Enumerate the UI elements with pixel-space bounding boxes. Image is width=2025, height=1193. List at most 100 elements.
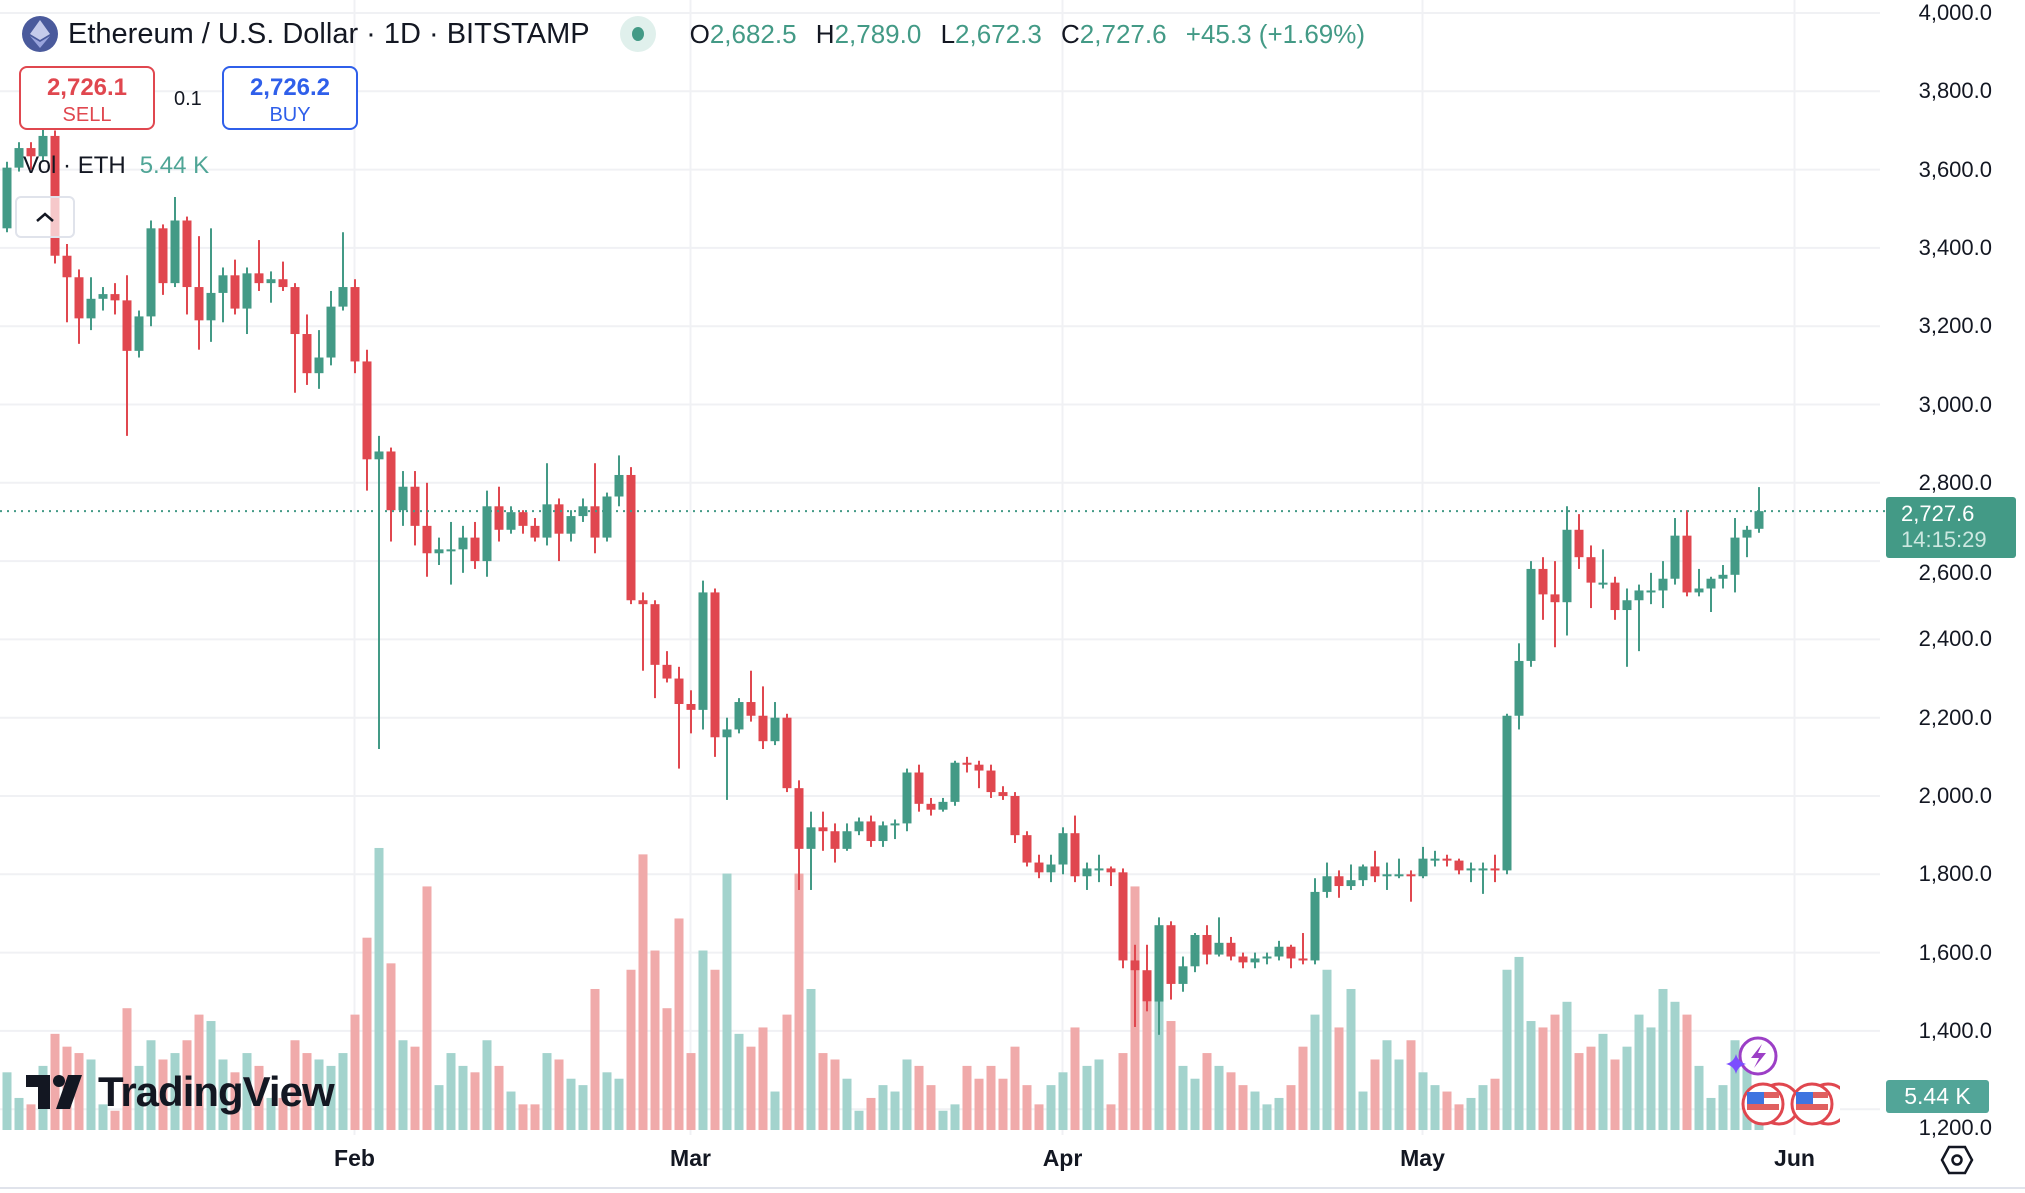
volume-bar [926,1085,936,1130]
sell-button[interactable]: 2,726.1 SELL [19,66,155,130]
buy-button[interactable]: 2,726.2 BUY [222,66,358,130]
candle-body [758,715,768,742]
volume-bar [938,1110,948,1130]
volume-bar [422,886,432,1130]
volume-bar [170,1053,180,1130]
price-tick-label: 3,400.0 [1918,234,1992,260]
price-tick-label: 1,400.0 [1918,1017,1992,1043]
volume-bar [1334,1027,1344,1130]
volume-bar [1058,1072,1068,1130]
volume-bar [854,1110,864,1130]
current-price-tag: 2,727.6 14:15:29 [1886,497,2016,558]
volume-bar [1298,1046,1308,1130]
time-tick-label: Mar [670,1145,711,1171]
time-tick-label: May [1400,1145,1445,1171]
candle-body [734,702,744,730]
candle-body [386,451,396,511]
candle-body [266,279,276,284]
volume-bar [962,1065,972,1130]
candle-body [1694,588,1704,593]
market-open-status-icon[interactable] [619,16,656,52]
candle-body [1178,966,1188,984]
volume-bar [86,1059,96,1130]
grid [0,0,1880,1135]
open-label: O [689,18,710,49]
chart-events[interactable] [1720,1030,1850,1135]
candle-body [1490,868,1500,871]
volume-bar [1358,1091,1368,1130]
volume-bar [110,1110,120,1130]
volume-bar [506,1091,516,1130]
volume-bar [1490,1078,1500,1130]
candle-body [470,537,480,562]
volume-bar [1550,1014,1560,1130]
volume-bar [794,873,804,1130]
candle-body [1406,874,1416,877]
candle-body [1478,868,1488,871]
tradingview-logo[interactable]: TradingView [26,1068,335,1116]
candle-body [662,664,672,679]
candle-body [1214,942,1224,955]
candle-body [1022,835,1032,863]
candle-body [914,772,924,804]
volume-bar [26,1104,36,1130]
candle-body [1442,858,1452,861]
candles [2,114,1764,1035]
candle-body [590,506,600,538]
volume-bar [1622,1046,1632,1130]
candle-body [1238,956,1248,963]
volume-bar [218,1059,228,1130]
volume-bar [1286,1085,1296,1130]
volume-bar [1526,1021,1536,1130]
price-tick-label: 1,800.0 [1918,861,1992,887]
candle-body [554,504,564,534]
candle-body [1346,880,1356,887]
candle-body [1706,578,1716,589]
candle-body [1430,858,1440,861]
candle-body [1262,956,1272,959]
volume-bar [650,950,660,1130]
price-tick-label: 2,600.0 [1918,560,1992,585]
volume-bar [1310,1014,1320,1130]
low-value: 2,672.3 [955,18,1042,49]
volume-bar [1034,1104,1044,1130]
low-label: L [940,18,956,49]
candle-body [1202,934,1212,955]
candle-body [1514,660,1524,716]
symbol-title[interactable]: Ethereum / U.S. Dollar · 1D · BITSTAMP [68,17,590,50]
volume-bar [338,1053,348,1130]
volume-bar [842,1078,852,1130]
volume-bar [1406,1040,1416,1130]
change-value: +45.3 (+1.69%) [1185,18,1366,49]
volume-bar [1418,1072,1428,1130]
candle-body [1718,574,1728,579]
volume-bar [998,1078,1008,1130]
volume-bar [818,1053,828,1130]
order-quantity[interactable]: 0.1 [174,88,202,110]
volume-bar [1718,1085,1728,1130]
lightning-event-icon[interactable] [1726,1036,1778,1076]
us-flag-event-icon[interactable] [1790,1082,1850,1126]
candle-body [1670,535,1680,579]
chart-settings-button[interactable] [1940,1144,1974,1181]
volume-bar [770,1091,780,1130]
us-flag-event-icon[interactable] [1741,1082,1801,1126]
volume-bar [1142,1001,1152,1130]
volume-bar [158,1059,168,1130]
candle-body [998,792,1008,796]
price-tick-label: 3,000.0 [1918,391,1992,417]
volume-bar [614,1078,624,1130]
candle-body [818,827,828,832]
candle-body [1634,590,1644,601]
sell-label: SELL [62,104,112,126]
candle-body [1370,866,1380,877]
candle-body [206,292,216,321]
volume-bar [1010,1046,1020,1130]
price-tick-label: 1,600.0 [1918,939,1992,965]
candle-body [74,277,84,319]
bar-countdown: 14:15:29 [1901,527,1987,552]
collapse-legend-button[interactable] [15,196,75,238]
candle-body [2,167,12,229]
volume-bar [566,1078,576,1130]
